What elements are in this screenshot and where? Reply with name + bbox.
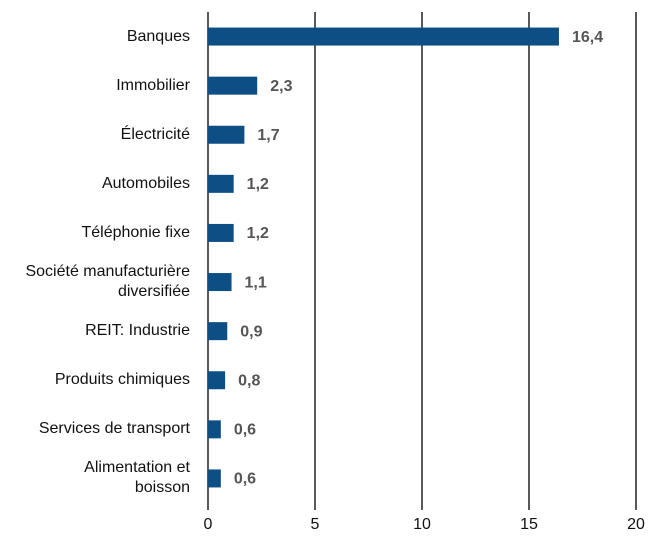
bar: [208, 76, 258, 95]
category-label: Banques: [126, 27, 190, 45]
value-label: 0,6: [234, 471, 256, 488]
bar: [208, 125, 245, 144]
bar: [208, 322, 228, 341]
value-label: 0,9: [240, 323, 262, 340]
bar: [208, 420, 221, 439]
category-label: REIT: Industrie: [85, 322, 190, 340]
category-label: Société manufacturière diversifiée: [25, 263, 190, 301]
category-label: Produits chimiques: [54, 371, 190, 389]
value-label: 1,2: [247, 225, 269, 242]
x-tick-label: 20: [627, 516, 645, 533]
value-label: 16,4: [572, 29, 603, 46]
bar: [208, 273, 232, 292]
bar: [208, 223, 234, 242]
category-label: Automobiles: [101, 174, 190, 192]
value-label: 0,8: [238, 372, 260, 389]
bar: [208, 469, 221, 488]
category-label: Alimentation et boisson: [84, 459, 190, 497]
x-tick-label: 10: [413, 516, 431, 533]
bar: [208, 174, 234, 193]
category-label: Services de transport: [38, 420, 190, 438]
value-label: 0,6: [234, 422, 256, 439]
x-tick-label: 15: [520, 516, 538, 533]
x-tick-label: 5: [311, 516, 320, 533]
category-label: Électricité: [120, 125, 190, 143]
bar: [208, 371, 226, 390]
value-label: 1,1: [245, 274, 267, 291]
category-label: Immobilier: [116, 76, 190, 94]
category-label: Téléphonie fixe: [81, 223, 190, 241]
value-label: 2,3: [270, 78, 292, 95]
x-tick-label: 0: [204, 516, 213, 533]
value-label: 1,7: [257, 127, 279, 144]
bar: [208, 27, 559, 46]
value-label: 1,2: [247, 176, 269, 193]
